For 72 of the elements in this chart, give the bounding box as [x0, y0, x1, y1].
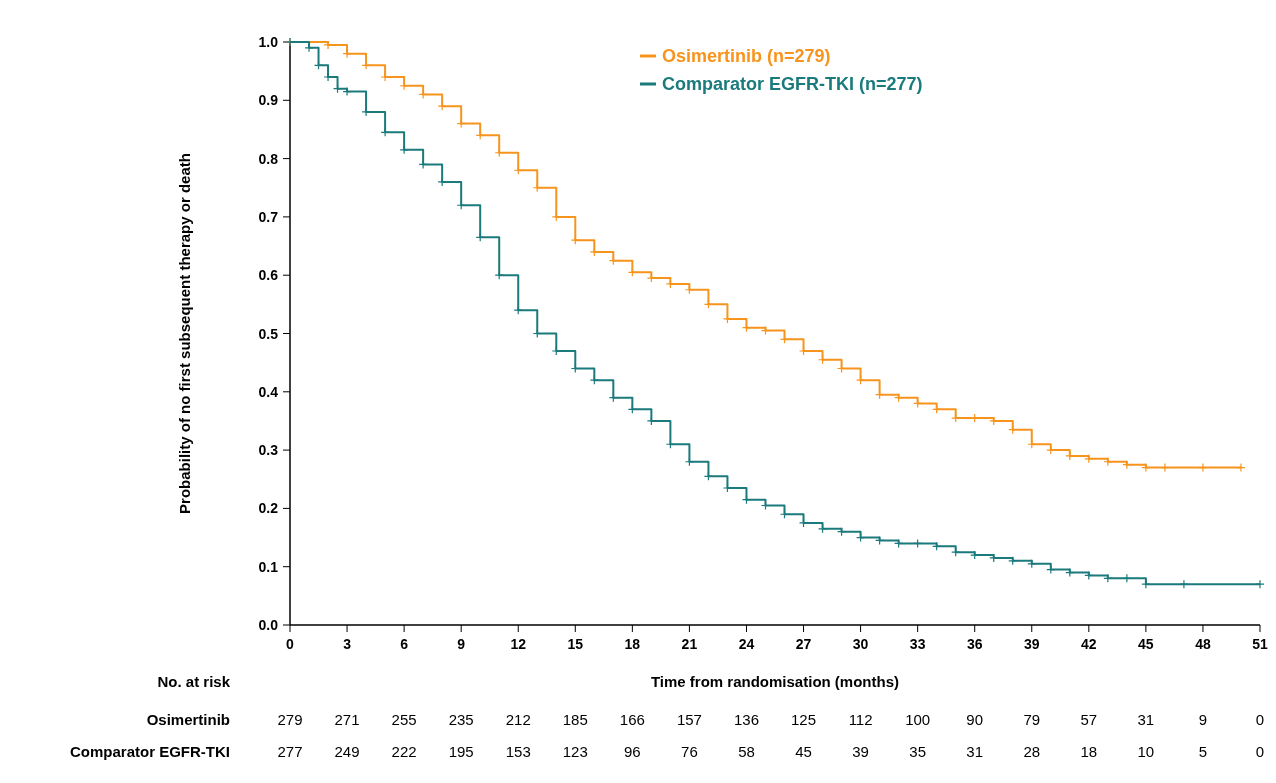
y-tick-label: 0.7: [258, 208, 279, 225]
x-tick-label: 3: [343, 636, 352, 652]
text: 18: [1080, 743, 1098, 760]
text: 58: [738, 743, 755, 760]
x-tick-label: 51: [1252, 636, 1268, 652]
x-tick-label: 27: [795, 636, 812, 652]
x-tick-label: 48: [1195, 636, 1211, 652]
text: 39: [852, 743, 869, 760]
text: Comparator EGFR-TKI: [69, 743, 230, 760]
text: 279: [277, 711, 303, 728]
y-tick-label: 0.8: [258, 150, 279, 167]
text: 0: [1255, 743, 1265, 760]
x-tick-label: 21: [681, 636, 698, 652]
x-tick-label: 6: [400, 636, 409, 652]
x-tick-label: 30: [852, 636, 869, 652]
text: 100: [905, 711, 931, 728]
text: 31: [966, 743, 984, 760]
text: 9: [1198, 711, 1208, 728]
text: 35: [909, 743, 926, 760]
x-tick-label: 0: [286, 636, 295, 652]
x-tick-label: 33: [909, 636, 926, 652]
text: 255: [391, 711, 417, 728]
y-tick-label: 0.3: [258, 442, 279, 459]
text: 31: [1137, 711, 1155, 728]
text: 249: [334, 743, 360, 760]
x-tick-label: 42: [1081, 636, 1097, 652]
text: 76: [681, 743, 698, 760]
text: 235: [448, 711, 474, 728]
y-tick-label: 0.5: [258, 325, 279, 342]
text: 157: [676, 711, 702, 728]
x-tick-label: 45: [1138, 636, 1154, 652]
text: 96: [624, 743, 641, 760]
text: 222: [391, 743, 417, 760]
x-tick-label: 39: [1023, 636, 1040, 652]
x-tick-label: 18: [624, 636, 641, 652]
y-tick-label: 0.0: [258, 617, 279, 633]
text: Osimertinib: [146, 711, 230, 728]
y-tick-label: 0.1: [258, 558, 279, 575]
text: 125: [791, 711, 817, 728]
y-tick-label: 0.9: [258, 92, 279, 109]
x-axis-title: Time from randomisation (months): [650, 673, 900, 690]
x-tick-label: 15: [567, 636, 584, 652]
text: 45: [795, 743, 812, 760]
y-tick-label: 0.4: [258, 383, 279, 400]
text: 57: [1080, 711, 1098, 728]
x-tick-label: 9: [457, 636, 466, 652]
x-tick-label: 12: [510, 636, 527, 652]
text: 271: [334, 711, 360, 728]
text: 5: [1198, 743, 1208, 760]
text: 28: [1023, 743, 1041, 760]
x-tick-label: 24: [738, 636, 755, 652]
legend-label: Osimertinib (n=279): [662, 46, 831, 66]
text: 166: [619, 711, 645, 728]
text: 0: [1255, 711, 1265, 728]
y-tick-label: 0.6: [258, 267, 279, 284]
y-axis-title: Probability of no first subsequent therapy or death: [176, 153, 193, 514]
text: 212: [505, 711, 531, 728]
text: 136: [733, 711, 759, 728]
text: 10: [1137, 743, 1155, 760]
text: 112: [848, 711, 873, 728]
legend-label: Comparator EGFR-TKI (n=277): [662, 74, 923, 94]
text: 90: [966, 711, 984, 728]
text: No. at risk: [157, 673, 231, 690]
text: 277: [277, 743, 303, 760]
text: 195: [448, 743, 474, 760]
text: 185: [562, 711, 588, 728]
text: 79: [1023, 711, 1041, 728]
y-tick-label: 1.0: [258, 34, 279, 50]
x-tick-label: 36: [966, 636, 983, 652]
text: 123: [562, 743, 588, 760]
text: 153: [505, 743, 531, 760]
y-tick-label: 0.2: [258, 500, 279, 517]
